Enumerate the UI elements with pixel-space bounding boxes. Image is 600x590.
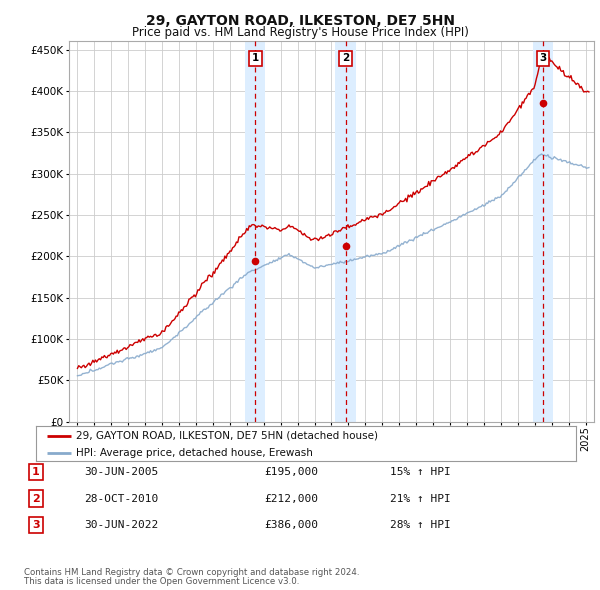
Text: 2: 2: [32, 494, 40, 503]
Text: Contains HM Land Registry data © Crown copyright and database right 2024.: Contains HM Land Registry data © Crown c…: [24, 568, 359, 577]
Text: 28-OCT-2010: 28-OCT-2010: [84, 494, 158, 503]
Text: 2: 2: [342, 54, 349, 63]
Text: 1: 1: [251, 54, 259, 63]
Bar: [335, 41, 356, 422]
Text: 3: 3: [32, 520, 40, 530]
Text: 3: 3: [539, 54, 547, 63]
Bar: [533, 41, 553, 422]
Text: 29, GAYTON ROAD, ILKESTON, DE7 5HN (detached house): 29, GAYTON ROAD, ILKESTON, DE7 5HN (deta…: [77, 431, 379, 441]
Text: 21% ↑ HPI: 21% ↑ HPI: [390, 494, 451, 503]
Text: £212,000: £212,000: [264, 494, 318, 503]
Text: £195,000: £195,000: [264, 467, 318, 477]
Text: £386,000: £386,000: [264, 520, 318, 530]
Text: 1: 1: [32, 467, 40, 477]
Text: 29, GAYTON ROAD, ILKESTON, DE7 5HN: 29, GAYTON ROAD, ILKESTON, DE7 5HN: [146, 14, 455, 28]
Bar: [245, 41, 265, 422]
Text: 30-JUN-2022: 30-JUN-2022: [84, 520, 158, 530]
Text: 28% ↑ HPI: 28% ↑ HPI: [390, 520, 451, 530]
Text: 15% ↑ HPI: 15% ↑ HPI: [390, 467, 451, 477]
Text: HPI: Average price, detached house, Erewash: HPI: Average price, detached house, Erew…: [77, 448, 313, 457]
Text: This data is licensed under the Open Government Licence v3.0.: This data is licensed under the Open Gov…: [24, 577, 299, 586]
Text: 30-JUN-2005: 30-JUN-2005: [84, 467, 158, 477]
Text: Price paid vs. HM Land Registry's House Price Index (HPI): Price paid vs. HM Land Registry's House …: [131, 26, 469, 39]
